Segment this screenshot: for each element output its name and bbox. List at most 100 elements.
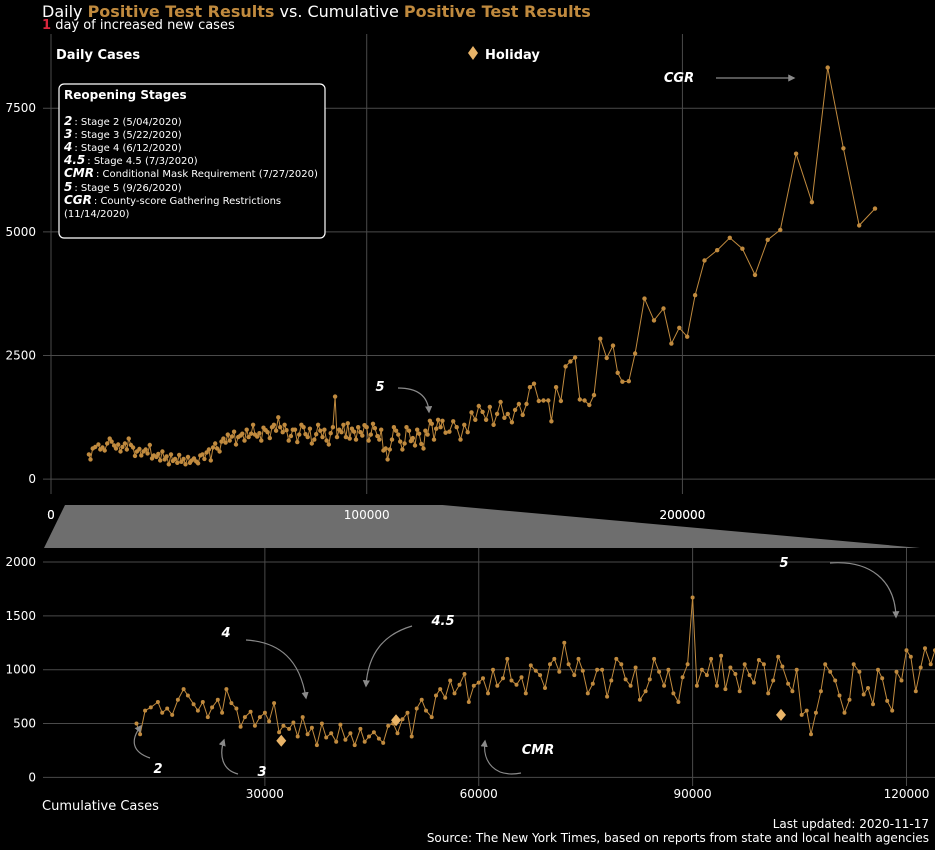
zoom-data-point	[861, 692, 866, 697]
zoom-data-point	[904, 648, 909, 653]
zoom-data-point	[448, 678, 453, 683]
overview-data-point	[598, 336, 603, 341]
overview-data-point	[208, 458, 213, 463]
zoom-data-point	[338, 722, 343, 727]
chart-subtitle: 1 day of increased new cases	[42, 18, 235, 33]
zoom-data-point	[790, 689, 795, 694]
zoom-data-point	[452, 691, 457, 696]
zoom-data-point	[491, 667, 495, 672]
overview-data-point	[177, 452, 182, 458]
overview-data-point	[271, 422, 277, 427]
overview-data-point	[244, 427, 249, 432]
zoom-data-point	[462, 672, 467, 676]
zoom-data-point	[405, 710, 410, 715]
overview-data-point	[434, 426, 439, 431]
overview-data-point	[531, 381, 537, 386]
overview-data-point	[116, 442, 121, 447]
overview-data-point	[278, 425, 283, 430]
overview-data-point	[440, 418, 445, 423]
overview-data-point	[476, 403, 481, 409]
zoom-data-point	[352, 743, 357, 748]
overview-data-point	[225, 432, 230, 437]
overview-data-point	[143, 447, 148, 452]
overview-data-point	[563, 364, 568, 369]
zoom-y-tick-label: 1500	[5, 609, 36, 623]
overview-data-point	[332, 394, 338, 399]
stage-desc: : Stage 2 (5/04/2020)	[74, 117, 181, 128]
zoom-data-point	[376, 736, 381, 741]
overview-data-point	[438, 425, 443, 430]
overview-data-point	[358, 430, 363, 435]
zoom-data-point	[381, 740, 386, 745]
title-highlight-daily: Positive Test Results	[87, 2, 275, 21]
zoom-data-point	[160, 710, 165, 715]
overview-data-point	[366, 438, 371, 443]
zoom-data-point	[595, 667, 600, 672]
overview-data-point	[164, 454, 169, 459]
overview-data-point	[172, 456, 178, 462]
overview-data-point	[156, 451, 161, 457]
last-updated: Last updated: 2020-11-17	[772, 817, 929, 831]
overview-data-point	[524, 401, 529, 407]
stages-box-row: CMR: Conditional Mask Requirement (7/27/…	[64, 166, 318, 180]
overview-data-point	[632, 351, 638, 356]
zoom-data-point	[728, 665, 733, 670]
overview-data-point	[416, 431, 422, 436]
zoom-data-point	[476, 680, 481, 685]
overview-data-point	[487, 404, 492, 410]
holiday-marker	[776, 708, 787, 721]
overview-data-point	[404, 425, 409, 430]
title-middle: vs. Cumulative	[279, 2, 399, 21]
overview-data-point	[841, 146, 846, 151]
overview-data-point	[443, 430, 448, 435]
overview-data-point	[387, 447, 392, 452]
overview-data-point	[113, 446, 119, 451]
overview-data-point	[368, 432, 373, 437]
overview-data-point	[351, 429, 357, 434]
zoom-data-point	[262, 710, 267, 715]
zoom-data-point	[362, 739, 367, 744]
zoom-data-point	[548, 662, 552, 667]
zoom-data-point	[619, 662, 624, 667]
zoom-data-point	[220, 710, 225, 715]
zoom-data-point	[657, 669, 662, 674]
arrow-stage3	[218, 738, 239, 775]
overview-data-point	[185, 454, 191, 460]
zoom-data-point	[538, 673, 543, 678]
overview-data-point	[778, 227, 783, 233]
zoom-data-point	[833, 678, 838, 683]
x-axis-caption: Cumulative Cases	[42, 799, 159, 814]
overview-data-point	[512, 407, 518, 413]
overview-data-point	[307, 426, 313, 431]
stage-code: 2	[64, 114, 72, 128]
overview-data-point	[752, 272, 758, 278]
zoom-data-point	[495, 683, 500, 688]
overview-data-point	[292, 427, 298, 432]
overview-data-point	[297, 432, 302, 437]
zoom-data-point	[334, 739, 339, 744]
overview-data-point	[793, 151, 799, 156]
zoom-data-point	[329, 731, 334, 736]
overview-data-point	[626, 379, 631, 384]
overview-data-point	[227, 438, 232, 443]
zoom-data-point	[386, 723, 391, 728]
overview-y-tick-label: 7500	[5, 101, 36, 115]
zoom-data-point	[704, 673, 709, 678]
zoom-data-point	[780, 664, 785, 669]
overview-data-point	[132, 453, 138, 459]
subtitle-count: 1	[42, 18, 52, 33]
zoom-data-point	[572, 673, 577, 678]
overview-data-point	[740, 246, 745, 251]
overview-data-point	[267, 435, 272, 441]
overview-data-point	[498, 399, 503, 405]
overview-data-point	[295, 439, 300, 445]
title-prefix: Daily	[42, 2, 83, 21]
overview-y-tick-label: 5000	[5, 225, 36, 239]
overview-data-point	[214, 446, 220, 451]
overview-x-tick-label: 0	[47, 508, 55, 522]
zoom-data-point	[766, 691, 771, 696]
zoom-data-point	[776, 654, 781, 659]
overview-x-tick-label: 0	[47, 508, 55, 522]
zoom-data-point	[913, 689, 918, 694]
zoom-data-point	[343, 737, 348, 742]
